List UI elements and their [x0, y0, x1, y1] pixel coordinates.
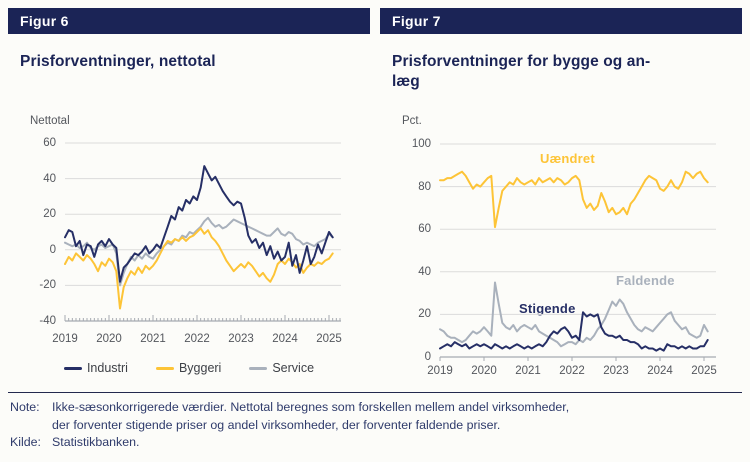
line-series-faldende: [439, 281, 709, 348]
line-series-service: [64, 216, 334, 287]
figur6-plot: [64, 142, 341, 322]
line-series-industri: [64, 165, 334, 283]
series-label-stigende: Stigende: [519, 301, 576, 316]
figure7-panel: Figur 7 Prisforventninger for bygge og a…: [380, 8, 742, 390]
note-label: Note:: [10, 400, 40, 414]
figure7-title: Prisforventninger for bygge og an- læg: [392, 53, 651, 91]
source-text: Statistikbanken.: [52, 435, 140, 450]
figure6-title: Prisforventninger, nettotal: [20, 53, 216, 70]
legend-item-byggeri: Byggeri: [155, 361, 222, 375]
x-tick-label: 2021: [140, 333, 166, 345]
x-tick-label: 2019: [427, 365, 453, 377]
legend-item-service: Service: [249, 361, 314, 375]
figure6-panel: Figur 6 Prisforventninger, nettotal Nett…: [8, 8, 370, 390]
y-tick-label: 60: [418, 223, 431, 236]
service-line-swatch: [249, 366, 268, 370]
y-tick-label: 0: [49, 243, 56, 256]
x-tick-label: 2020: [96, 333, 122, 345]
legend-label-industri: Industri: [86, 361, 128, 375]
legend-label-byggeri: Byggeri: [178, 361, 222, 375]
y-tick-label: 40: [418, 265, 431, 278]
x-tick-label: 2024: [272, 333, 298, 345]
y-tick-label: 0: [424, 351, 431, 363]
x-tick-label: 2025: [316, 333, 342, 345]
figure7-header-label: Figur 7: [392, 13, 441, 29]
y-tick-label: 40: [43, 172, 56, 185]
y-tick-label: -40: [39, 315, 56, 327]
figure6-header-label: Figur 6: [20, 13, 69, 29]
note-divider-line: [8, 392, 742, 393]
figure6-legend: Industri Byggeri Service: [8, 361, 370, 375]
x-tick-label: 2024: [647, 365, 673, 377]
x-tick-label: 2021: [515, 365, 541, 377]
figure7-y-axis-unit: Pct.: [402, 115, 422, 127]
x-tick-label: 2022: [559, 365, 585, 377]
x-tick-label: 2019: [52, 333, 78, 345]
y-tick-label: 80: [418, 180, 431, 193]
byggeri-line-swatch: [155, 366, 174, 370]
legend-item-industri: Industri: [63, 361, 128, 375]
x-tick-label: 2020: [471, 365, 497, 377]
y-tick-label: 20: [418, 308, 431, 321]
line-series-byggeri: [64, 227, 334, 310]
figure7-header-bar: Figur 7: [380, 8, 742, 34]
figure6-header-bar: Figur 6: [8, 8, 370, 34]
series-label-uaendret: Uændret: [540, 151, 595, 166]
source-label: Kilde:: [10, 435, 41, 450]
line-series-stigende: [439, 311, 709, 352]
y-tick-label: 20: [43, 208, 56, 221]
y-tick-label: 100: [411, 138, 431, 150]
y-tick-label: -20: [39, 279, 56, 292]
note-text: Ikke-sæsonkorrigerede værdier. Nettotal …: [52, 400, 570, 432]
figure-notes: Note: Ikke-sæsonkorrigerede værdier. Net…: [10, 399, 740, 452]
series-label-faldende: Faldende: [616, 273, 675, 288]
legend-label-service: Service: [272, 361, 315, 375]
figur7-plot: [439, 143, 716, 361]
x-tick-label: 2022: [184, 333, 210, 345]
x-tick-label: 2025: [691, 365, 717, 377]
x-tick-label: 2023: [603, 365, 629, 377]
figure6-y-axis-unit: Nettotal: [30, 115, 70, 127]
industri-line-swatch: [63, 366, 82, 370]
line-series-uændret: [439, 170, 709, 229]
x-tick-label: 2023: [228, 333, 254, 345]
y-tick-label: 60: [43, 137, 56, 149]
